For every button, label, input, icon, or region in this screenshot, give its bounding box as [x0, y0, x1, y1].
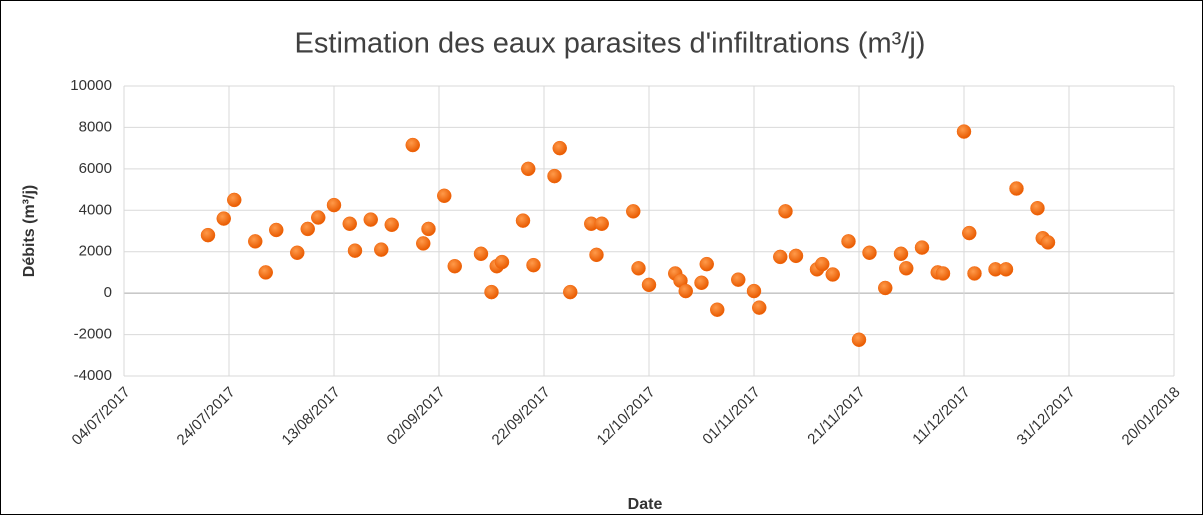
y-tick-label: 10000 — [70, 77, 112, 94]
point — [494, 254, 510, 270]
y-tick-label: 8000 — [79, 118, 112, 135]
point — [216, 211, 231, 226]
point — [899, 261, 914, 276]
point — [589, 247, 604, 263]
point — [563, 284, 578, 300]
point — [363, 212, 378, 227]
point — [678, 283, 693, 299]
point — [914, 240, 930, 255]
point — [258, 265, 273, 280]
y-tick-label: 0 — [104, 284, 112, 301]
point — [269, 222, 284, 238]
point — [552, 140, 567, 156]
point — [815, 256, 830, 272]
y-tick-label: -4000 — [74, 367, 112, 384]
point — [694, 275, 709, 291]
point — [841, 234, 856, 249]
point — [631, 261, 646, 276]
point — [227, 192, 242, 208]
point — [521, 161, 536, 177]
point — [956, 124, 972, 139]
point — [300, 221, 315, 237]
point — [290, 245, 305, 260]
point — [447, 258, 462, 274]
y-tick-label: 6000 — [79, 160, 112, 177]
point — [526, 257, 541, 273]
point — [594, 216, 609, 231]
point — [752, 300, 767, 315]
chart-title: Estimation des eaux parasites d'infiltra… — [295, 28, 926, 60]
y-tick-label: -2000 — [74, 326, 112, 343]
point — [547, 168, 562, 184]
point — [421, 221, 436, 237]
point — [825, 267, 840, 282]
point — [326, 197, 342, 213]
point — [473, 246, 489, 262]
point — [788, 248, 804, 264]
point — [893, 246, 909, 262]
point — [1040, 235, 1056, 250]
point — [342, 216, 357, 231]
point — [731, 272, 746, 287]
point — [778, 204, 793, 219]
point — [1009, 181, 1024, 196]
point — [311, 210, 326, 225]
point — [1030, 200, 1045, 216]
point — [935, 266, 951, 281]
point — [710, 302, 725, 317]
x-axis-label: Date — [628, 496, 663, 513]
point — [962, 225, 977, 241]
point — [862, 245, 877, 260]
point — [484, 284, 499, 300]
point — [773, 249, 788, 265]
point — [878, 280, 893, 296]
point — [967, 266, 982, 281]
y-tick-label: 4000 — [79, 201, 112, 218]
point — [384, 217, 399, 233]
point — [998, 262, 1014, 277]
y-axis-label: Débits (m³/j) — [21, 185, 38, 277]
y-tick-label: 2000 — [79, 243, 112, 260]
point — [641, 277, 657, 293]
point — [626, 204, 641, 219]
point — [347, 243, 363, 258]
point — [248, 234, 263, 249]
point — [405, 137, 420, 153]
point — [746, 283, 762, 299]
point — [200, 227, 216, 243]
point — [699, 256, 714, 272]
point — [416, 236, 431, 251]
point — [374, 242, 389, 257]
point — [437, 188, 452, 204]
point — [515, 213, 531, 228]
point — [851, 332, 867, 347]
